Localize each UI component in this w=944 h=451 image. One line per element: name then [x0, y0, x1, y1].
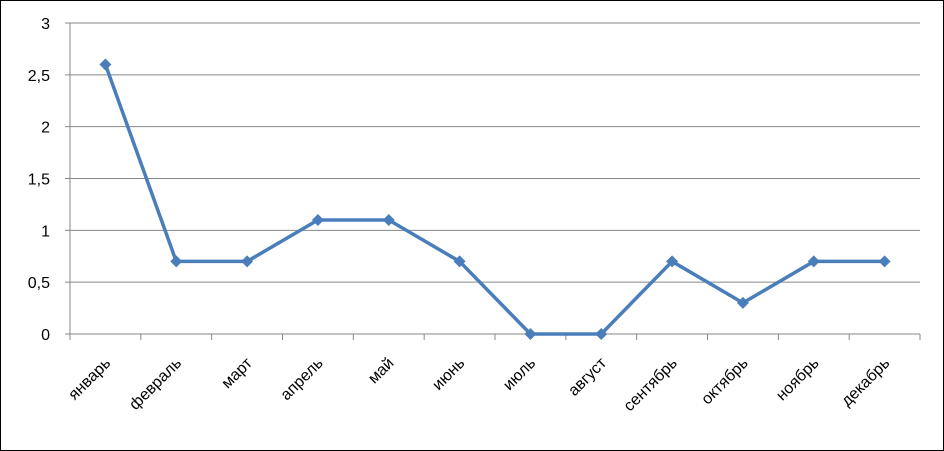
y-tick-label: 2: [41, 120, 50, 137]
y-tick-labels: 0 0,5 1 1,5 2 2,5 3: [28, 16, 50, 344]
axes: [65, 22, 921, 340]
series-layer: [99, 58, 891, 340]
x-tick-label: апрель: [278, 355, 327, 404]
x-tick-label: март: [219, 354, 257, 392]
data-point: [241, 255, 254, 268]
data-point: [736, 296, 749, 309]
data-point: [807, 255, 820, 268]
x-tick-label: октябрь: [698, 355, 751, 408]
y-tick-label: 0,5: [28, 275, 50, 292]
x-tick-labels: январь февраль март апрель май июнь июль август…: [65, 354, 893, 415]
x-tick-label: январь: [65, 355, 114, 404]
data-point: [595, 328, 608, 340]
data-point: [666, 255, 679, 268]
x-tick-label: май: [365, 355, 397, 387]
x-tick-label: август: [565, 354, 610, 399]
x-tick-label: февраль: [126, 355, 185, 414]
y-tick-label: 3: [41, 16, 50, 33]
x-tick-label: сентябрь: [621, 355, 681, 415]
data-point: [382, 213, 395, 226]
x-tick-label: ноябрь: [773, 355, 822, 404]
x-tick-label: июль: [500, 355, 539, 394]
series-line: [103, 63, 885, 336]
y-tick-label: 0: [41, 327, 50, 344]
x-tick-label: декабрь: [838, 355, 893, 410]
gridlines: [70, 22, 920, 283]
data-point: [99, 58, 112, 71]
y-tick-label: 1,5: [28, 172, 50, 189]
y-tick-label: 1: [41, 223, 50, 240]
data-point: [878, 255, 891, 268]
data-point: [311, 213, 324, 226]
y-tick-label: 2,5: [28, 68, 50, 85]
data-point: [524, 328, 537, 340]
x-tick-label: июнь: [429, 355, 468, 394]
data-point: [453, 255, 466, 268]
data-point: [170, 255, 183, 268]
